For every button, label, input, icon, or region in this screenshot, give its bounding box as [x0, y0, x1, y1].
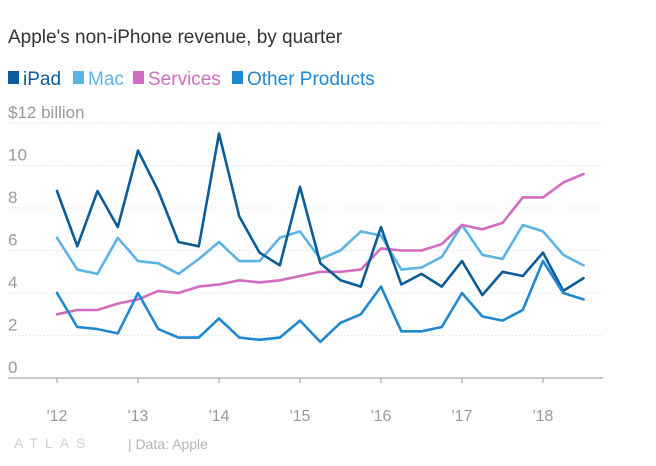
- legend-label-other-products: Other Products: [247, 69, 375, 90]
- y-tick-label: 6: [8, 231, 17, 250]
- y-tick-label: $12 billion: [8, 103, 85, 122]
- atlas-logo: ATLAS: [14, 435, 92, 451]
- legend-swatch-mac: [73, 71, 84, 84]
- y-tick-label: 4: [8, 273, 17, 292]
- legend-swatch-ipad: [8, 71, 19, 84]
- y-tick-label: 10: [8, 146, 27, 165]
- gridlines: [8, 122, 603, 379]
- x-tick-label: '17: [452, 408, 473, 425]
- y-tick-label: 8: [8, 188, 17, 207]
- chart-title: Apple's non-iPhone revenue, by quarter: [8, 27, 343, 48]
- legend-swatch-other-products: [232, 71, 243, 84]
- series-line-mac: [55, 223, 585, 276]
- x-tick-label: '12: [47, 408, 68, 425]
- legend-swatch-services: [133, 71, 144, 84]
- x-tick-label: '14: [209, 408, 230, 425]
- series-lines: [55, 132, 585, 344]
- y-axis-ticks: $12 billion 10 8 6 4 2 0: [8, 103, 85, 377]
- series-line-services: [55, 172, 585, 316]
- x-axis-ticks: '12 '13 '14 '15 '16 '17 '18: [47, 378, 554, 425]
- legend-label-mac: Mac: [88, 69, 124, 90]
- x-tick-label: '15: [290, 408, 311, 425]
- y-tick-label: 0: [8, 358, 17, 377]
- legend: iPad Mac Services Other Products: [8, 69, 375, 90]
- legend-label-services: Services: [148, 69, 221, 90]
- legend-label-ipad: iPad: [23, 69, 61, 90]
- x-tick-label: '18: [533, 408, 554, 425]
- x-tick-label: '16: [371, 408, 392, 425]
- x-tick-label: '13: [128, 408, 149, 425]
- series-line-ipad: [55, 132, 585, 297]
- y-tick-label: 2: [8, 316, 17, 335]
- series-line-other-products: [55, 259, 585, 344]
- data-source: | Data: Apple: [128, 436, 208, 452]
